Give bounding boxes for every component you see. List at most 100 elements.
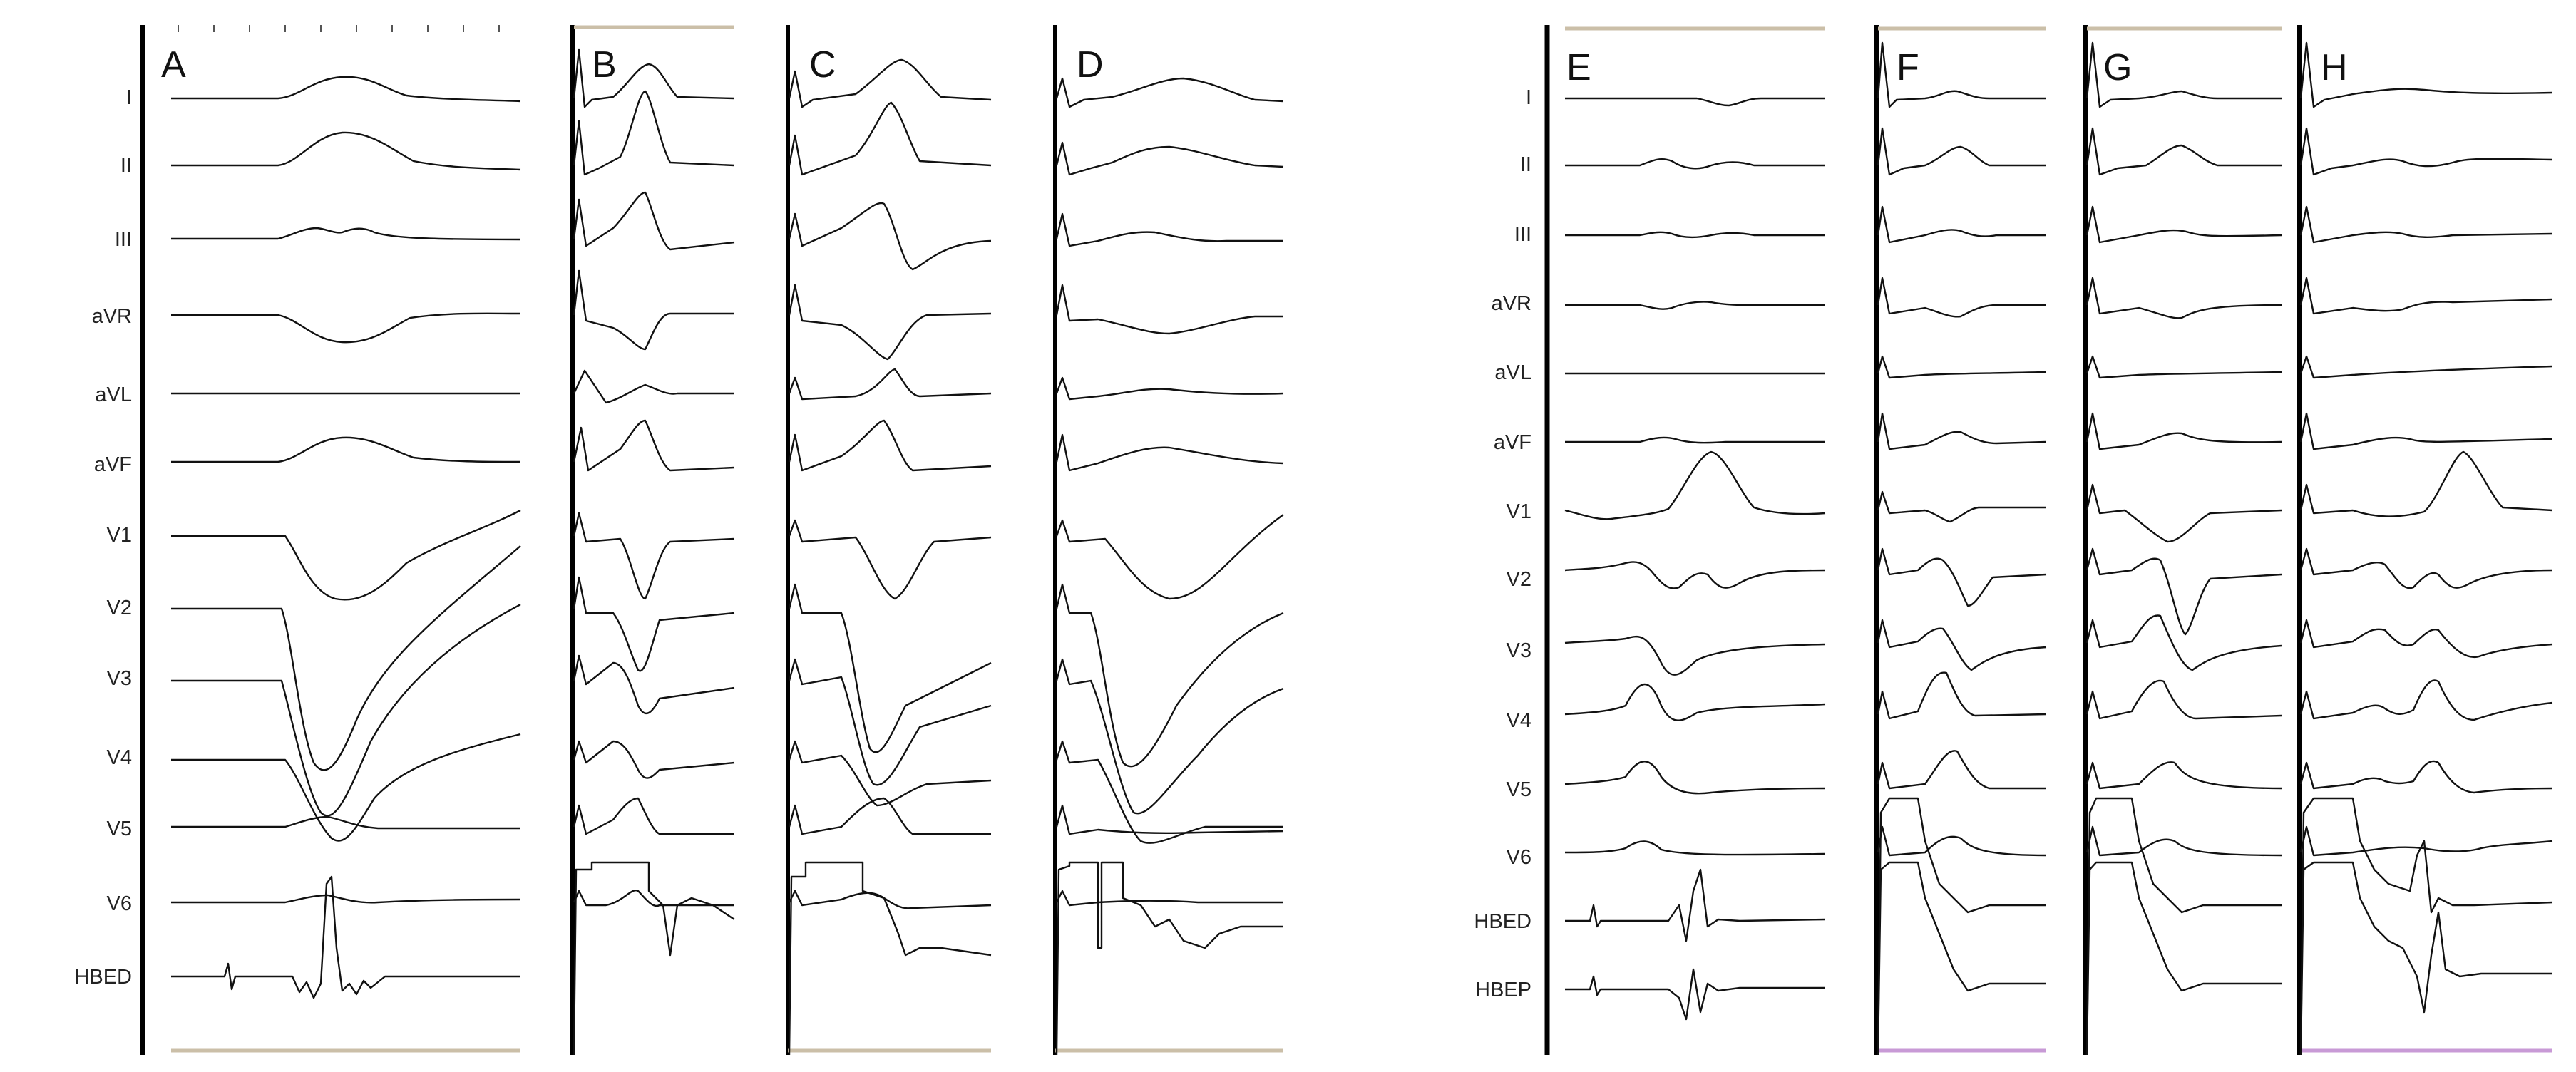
panel-C-trace-aVL: [788, 368, 992, 401]
panel-D-trace-V2: [1055, 583, 1284, 768]
panel-H-trace-aVF: [2299, 412, 2553, 450]
panel-C-trace-aVF: [788, 419, 992, 472]
panel-D-trace-HBED: [1055, 861, 1283, 1056]
panel-B-trace-II: [573, 90, 735, 176]
panel-E-trace-aVF: [1565, 436, 1825, 444]
lead-label-HBED: HBED: [74, 966, 132, 989]
lead-label-V2: V2: [107, 597, 132, 619]
panel-H-trace-V6: [2299, 825, 2553, 857]
lead-label-V3: V3: [107, 667, 132, 690]
panel-G: G: [2083, 25, 2282, 1056]
panel-D-trace-I: [1055, 77, 1284, 108]
panel-D-trace-V4: [1055, 740, 1283, 844]
panel-H-trace-I: [2299, 41, 2553, 108]
panel-D-trace-V3: [1055, 658, 1284, 815]
lead-label-V2-right: V2: [1507, 568, 1531, 591]
lead-label-V3-right: V3: [1507, 639, 1531, 662]
panel-C-trace-V2: [788, 583, 992, 753]
lead-label-I-right: I: [1526, 86, 1531, 109]
panel-C-trace-V3: [788, 658, 992, 786]
panel-H-trace-HBEP: [2299, 861, 2552, 1056]
panel-A-trace-V4: [171, 733, 521, 842]
panel-A-trace-III: [171, 227, 521, 241]
panel-D: D: [1053, 25, 1284, 1056]
panel-E-trace-aVR: [1565, 301, 1825, 310]
lead-label-V6-right: V6: [1507, 846, 1531, 869]
panel-E-trace-II: [1565, 158, 1825, 170]
panel-F-trace-HBEP: [1877, 861, 2046, 1056]
panel-G-trace-III: [2085, 205, 2282, 244]
lead-label-aVL: aVL: [95, 383, 132, 406]
lead-label-II: II: [120, 155, 132, 177]
panel-G-trace-V4: [2085, 679, 2282, 720]
lead-label-aVF: aVF: [94, 453, 132, 476]
panel-A-trace-aVF: [171, 436, 521, 463]
panel-H-trace-aVR: [2299, 277, 2553, 315]
panel-B-trace-V5: [573, 797, 734, 835]
panel-G-trace-V1: [2085, 483, 2282, 543]
panel-F: F: [1874, 25, 2047, 1056]
panel-H-trace-V1: [2299, 450, 2553, 517]
panel-C: C: [786, 25, 992, 1056]
panel-B-trace-V3: [573, 654, 735, 715]
panel-A-trace-II: [171, 131, 521, 171]
lead-label-V4: V4: [107, 746, 132, 769]
panel-C-trace-V4: [788, 740, 992, 807]
panel-B: B: [570, 25, 735, 1056]
panel-B-trace-V2: [573, 576, 735, 672]
panel-E-trace-HBEP: [1565, 968, 1825, 1021]
panel-C-trace-aVR: [788, 284, 992, 361]
panel-E-trace-V2: [1564, 561, 1826, 589]
panel-G-trace-aVF: [2085, 412, 2282, 450]
panel-B-trace-III: [573, 191, 735, 251]
lead-label-V6: V6: [107, 892, 132, 915]
panel-letter-B: B: [592, 44, 617, 86]
panel-G-trace-V5: [2085, 761, 2282, 790]
panel-C-trace-I: [788, 58, 992, 108]
lead-label-aVF-right: aVF: [1494, 431, 1531, 454]
panel-A-trace-V1: [171, 509, 521, 601]
panel-H-trace-aVL: [2299, 355, 2553, 379]
panel-G-trace-aVR: [2085, 277, 2282, 319]
right-lead-labels: I II III aVR aVL aVF V1 V2 V3 V4 V5 V6 H…: [1474, 86, 1531, 1001]
panel-B-trace-aVF: [573, 419, 735, 472]
panel-B-trace-V4: [573, 740, 735, 779]
lead-label-V1: V1: [107, 524, 132, 547]
panel-letter-G: G: [2103, 47, 2132, 88]
panel-B-trace-aVR: [573, 269, 734, 351]
panel-E: E: [1564, 26, 1826, 1021]
panel-F-trace-HBED: [1877, 797, 2046, 1056]
lead-label-V5: V5: [107, 818, 132, 840]
panel-letter-A: A: [161, 44, 186, 86]
panel-F-trace-I: [1877, 41, 2046, 108]
panel-G-trace-V2: [2085, 547, 2282, 636]
panel-F-trace-III: [1877, 205, 2046, 244]
panel-A-ticks: [178, 25, 500, 32]
lead-label-V4-right: V4: [1507, 709, 1531, 732]
panel-H-trace-V3: [2299, 619, 2553, 659]
panel-F-trace-V6: [1877, 825, 2047, 857]
panel-D-trace-aVL: [1055, 376, 1284, 401]
panel-D-trace-V1: [1055, 514, 1284, 600]
panel-E-trace-V4: [1564, 684, 1826, 721]
panel-H-trace-HBED: [2299, 797, 2553, 1056]
panel-A-trace-V3: [171, 603, 521, 817]
lead-label-HBED-right: HBED: [1474, 910, 1531, 933]
panel-B-trace-aVL: [573, 369, 734, 404]
panel-F-trace-V5: [1877, 750, 2046, 790]
panel-letter-D: D: [1077, 44, 1104, 86]
panel-F-trace-V1: [1877, 490, 2046, 523]
panel-C-trace-III: [788, 202, 992, 271]
panel-D-trace-II: [1055, 141, 1284, 176]
lead-label-HBEP-right: HBEP: [1475, 979, 1531, 1001]
panel-G-trace-V6: [2085, 825, 2282, 857]
panel-A-trace-I: [171, 76, 521, 103]
left-lead-labels: I II III aVR aVL aVF V1 V2 V3 V4 V5 V6 H…: [74, 86, 132, 989]
lead-label-V5-right: V5: [1507, 778, 1531, 801]
panel-H-trace-V2: [2299, 547, 2553, 589]
panel-A-trace-HBED: [171, 875, 520, 999]
panel-E-trace-V3: [1564, 636, 1826, 676]
lead-label-III-right: III: [1514, 223, 1531, 246]
panel-F-trace-V4: [1877, 671, 2047, 720]
